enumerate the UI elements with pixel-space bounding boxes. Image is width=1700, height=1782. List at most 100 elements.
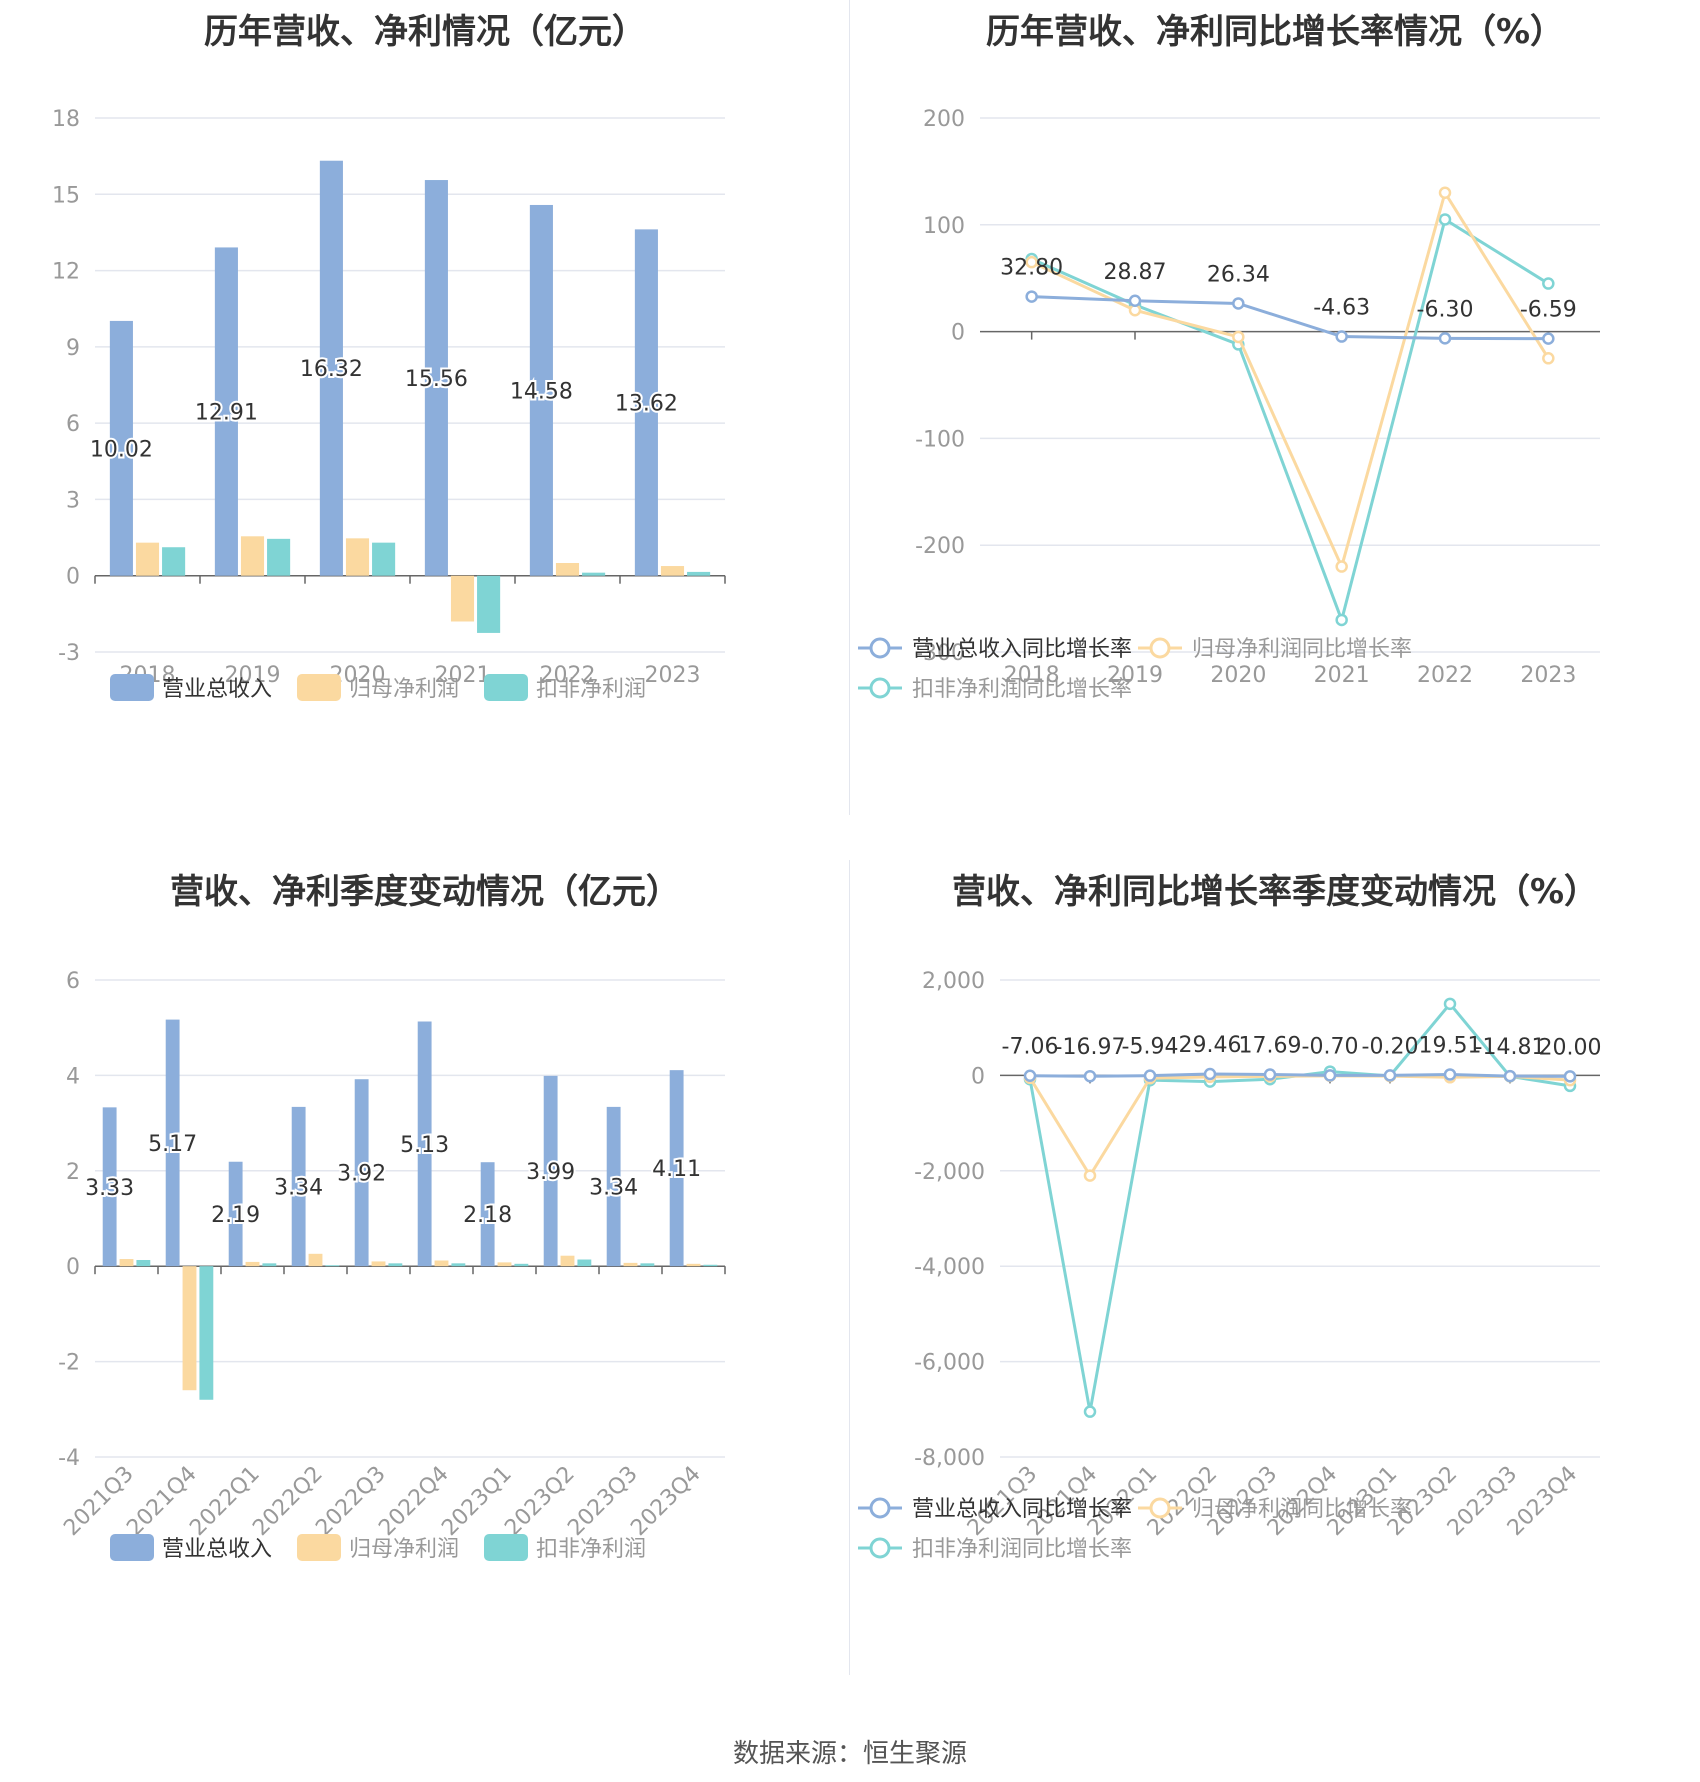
legend-marker (869, 1537, 891, 1559)
legend-label: 扣非净利润同比增长率 (912, 677, 1132, 702)
data-label: 5.13 (400, 1133, 449, 1158)
data-point (1542, 332, 1555, 345)
legend-label: 扣非净利润 (536, 677, 646, 702)
legend-label: 营业总收入 (162, 1537, 272, 1562)
y-tick-label: 0 (66, 565, 80, 590)
bar (245, 1261, 260, 1267)
data-label: 16.32 (300, 357, 363, 382)
y-tick-label: 200 (923, 107, 965, 132)
data-label: -4.63 (1313, 296, 1370, 321)
data-point (1542, 352, 1555, 365)
data-label: 17.69 (1239, 1034, 1302, 1059)
bar (388, 1263, 403, 1267)
data-point (1335, 330, 1348, 343)
y-tick-label: 0 (971, 1064, 985, 1089)
chart-title: 营收、净利同比增长率季度变动情况（%） (951, 872, 1599, 912)
data-point (1443, 1068, 1457, 1081)
data-label: 10.02 (90, 437, 153, 462)
quarterly-bar-chart: -4-202462021Q32021Q42022Q12022Q22022Q320… (58, 969, 726, 1562)
bar (136, 1259, 151, 1267)
data-point (1203, 1067, 1217, 1081)
y-tick-label: 9 (66, 336, 80, 361)
series-line (1031, 189, 1550, 571)
data-label: -5.94 (1122, 1035, 1179, 1060)
x-tick-label: 2023Q4 (626, 1462, 705, 1541)
legend-label: 归母净利润 (349, 1537, 459, 1562)
data-point (1335, 613, 1348, 627)
x-tick-label: 2021 (1314, 663, 1370, 688)
bar (640, 1263, 655, 1267)
legend-label: 扣非净利润 (536, 1537, 646, 1562)
data-point (1335, 560, 1348, 573)
data-point (1232, 297, 1245, 310)
bar (577, 1259, 592, 1267)
x-tick-label: 2019 (1107, 663, 1163, 688)
bar (371, 1261, 386, 1267)
series-line (1028, 1074, 1571, 1179)
divider (849, 0, 850, 815)
bar (240, 536, 265, 576)
data-label: 5.17 (148, 1132, 197, 1157)
bar (214, 247, 238, 576)
legend-swatch (110, 674, 154, 701)
x-tick-label: 2021 (435, 663, 491, 688)
y-tick-label: 3 (66, 488, 80, 513)
bar (308, 1253, 323, 1267)
y-tick-label: 15 (52, 183, 80, 208)
legend-label: 营业总收入同比增长率 (912, 1497, 1132, 1522)
y-tick-label: 12 (52, 260, 80, 285)
legend-swatch (484, 674, 528, 701)
data-label: 2.18 (463, 1203, 512, 1228)
y-tick-label: 2 (66, 1160, 80, 1185)
annual-growth-line-chart: -300 -200 -100 0 100 200 2018 2019 2020 2021 2022 2… (858, 107, 1600, 702)
data-point (1083, 1169, 1097, 1182)
data-label: -16.97 (1055, 1035, 1126, 1060)
legend-swatch (484, 1534, 528, 1561)
data-label: -7.06 (1002, 1035, 1059, 1060)
chart-title: 营收、净利季度变动情况（亿元） (170, 872, 680, 912)
legend-swatch (297, 1534, 341, 1561)
annual-bar-chart: -3036912151820182019202020212022202310.0… (52, 107, 726, 702)
data-point (1438, 332, 1452, 345)
data-point (1542, 277, 1555, 290)
bar (623, 1262, 638, 1267)
bar (424, 180, 448, 576)
bar (529, 204, 553, 576)
legend-label: 扣非净利润同比增长率 (912, 1537, 1132, 1562)
y-tick-label: 18 (52, 107, 80, 132)
data-label: 3.33 (85, 1176, 134, 1201)
data-point (1438, 213, 1452, 226)
legend-marker (869, 677, 891, 699)
quarterly-growth-line-chart: -8,000-6,000-4,000-2,00002,0002021Q32021… (858, 969, 1601, 1562)
data-point (1025, 290, 1038, 303)
y-tick-label: 6 (66, 412, 80, 437)
data-point (1503, 1069, 1517, 1083)
chart-title: 历年营收、净利同比增长率情况（%） (985, 12, 1565, 52)
bar (687, 571, 711, 576)
bar (686, 1263, 701, 1267)
bar (228, 1161, 243, 1267)
chart-title: 历年营收、净利情况（亿元） (204, 12, 646, 52)
bar (480, 1162, 495, 1267)
bar (109, 320, 133, 576)
bar (606, 1106, 621, 1267)
bar (135, 542, 160, 576)
bar (102, 1107, 117, 1267)
data-label: -6.30 (1417, 297, 1474, 322)
bar (451, 1263, 466, 1267)
data-point (1443, 997, 1457, 1011)
bar (199, 1266, 214, 1400)
panel-quarterly-growth: 营收、净利同比增长率季度变动情况（%） -8,000 -6,000 -4,000 -2… (850, 860, 1700, 1720)
legend-marker (1149, 637, 1171, 659)
y-tick-label: -2 (58, 1351, 80, 1376)
bar (703, 1264, 718, 1267)
data-label: -6.59 (1520, 298, 1577, 323)
y-tick-label: 0 (66, 1255, 80, 1280)
bar (372, 542, 396, 576)
series-line (1028, 1001, 1571, 1412)
data-label: 28.87 (1104, 260, 1167, 285)
bar (417, 1021, 432, 1267)
data-label: 3.92 (337, 1162, 386, 1187)
x-tick-label: 2022 (1417, 663, 1473, 688)
data-label: 32.80 (1000, 256, 1063, 281)
